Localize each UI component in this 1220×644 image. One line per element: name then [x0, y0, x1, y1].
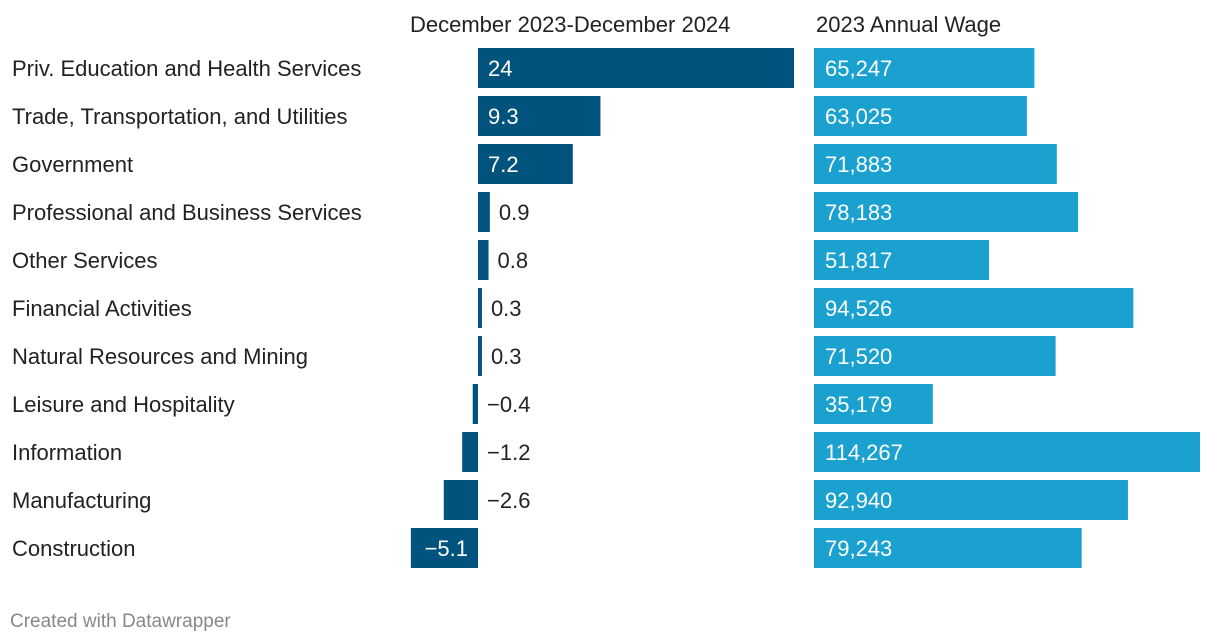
annual-wage-bar: [814, 240, 990, 280]
annual-wage-value: 78,183: [825, 200, 892, 225]
chart-row: Construction −5.1 79,243: [12, 528, 1082, 568]
annual-wage-value: 35,179: [825, 392, 892, 417]
employment-change-bar: [478, 96, 601, 136]
annual-wage-value: 94,526: [825, 296, 892, 321]
chart-rows: Priv. Education and Health Services 24 65,…: [12, 48, 1200, 568]
chart-row: Leisure and Hospitality −0.4 35,179: [12, 384, 933, 424]
annual-wage-bar: [814, 528, 1082, 568]
chart-row: Government 7.2 71,883: [12, 144, 1057, 184]
employment-change-bar: [462, 432, 478, 472]
employment-change-value: −5.1: [425, 536, 468, 561]
employment-change-value: 0.9: [499, 200, 530, 225]
annual-wage-bar: [814, 192, 1079, 232]
column-title-employment-change: December 2023-December 2024: [410, 12, 730, 37]
annual-wage-value: 65,247: [825, 56, 892, 81]
employment-change-bar: [410, 528, 478, 568]
employment-change-value: 0.3: [491, 344, 522, 369]
annual-wage-value: 71,520: [825, 344, 892, 369]
annual-wage-bar: [814, 48, 1035, 88]
annual-wage-value: 92,940: [825, 488, 892, 513]
annual-wage-value: 79,243: [825, 536, 892, 561]
employment-change-bar: [478, 192, 490, 232]
chart-row: Financial Activities 0.3 94,526: [12, 288, 1134, 328]
employment-change-bar: [472, 384, 478, 424]
annual-wage-value: 71,883: [825, 152, 892, 177]
employment-change-value: 0.3: [491, 296, 522, 321]
employment-change-value: 24: [488, 56, 512, 81]
employment-change-value: −2.6: [487, 488, 530, 513]
annual-wage-value: 51,817: [825, 248, 892, 273]
employment-change-value: 0.8: [498, 248, 529, 273]
annual-wage-bar: [814, 480, 1128, 520]
chart-row: Priv. Education and Health Services 24 65,…: [12, 48, 1035, 88]
annual-wage-bar: [814, 384, 933, 424]
annual-wage-bar: [814, 96, 1027, 136]
category-label: Trade, Transportation, and Utilities: [12, 104, 347, 129]
chart-row: Natural Resources and Mining 0.3 71,520: [12, 336, 1056, 376]
employment-change-value: −0.4: [487, 392, 530, 417]
category-label: Leisure and Hospitality: [12, 392, 235, 417]
annual-wage-value: 63,025: [825, 104, 892, 129]
employment-change-value: 7.2: [488, 152, 519, 177]
category-label: Professional and Business Services: [12, 200, 362, 225]
annual-wage-bar: [814, 144, 1057, 184]
employment-change-bar: [478, 240, 489, 280]
category-label: Priv. Education and Health Services: [12, 56, 361, 81]
category-label: Government: [12, 152, 133, 177]
category-label: Natural Resources and Mining: [12, 344, 308, 369]
employment-change-bar: [478, 288, 482, 328]
employment-change-value: 9.3: [488, 104, 519, 129]
employment-change-bar: [443, 480, 478, 520]
annual-wage-bar: [814, 336, 1056, 376]
annual-wage-bar: [814, 288, 1134, 328]
column-title-annual-wage: 2023 Annual Wage: [816, 12, 1001, 37]
employment-change-bar: [478, 48, 794, 88]
category-label: Information: [12, 440, 122, 465]
chart-row: Trade, Transportation, and Utilities 9.3 6…: [12, 96, 1027, 136]
chart-row: Manufacturing −2.6 92,940: [12, 480, 1128, 520]
category-label: Construction: [12, 536, 136, 561]
chart-row: Professional and Business Services 0.9 78,…: [12, 192, 1079, 232]
chart-row: Other Services 0.8 51,817: [12, 240, 990, 280]
footer-credit: Created with Datawrapper: [10, 611, 231, 632]
employment-change-value: −1.2: [487, 440, 530, 465]
category-label: Other Services: [12, 248, 158, 273]
chart-row: Information −1.2 114,267: [12, 432, 1200, 472]
employment-change-bar: [478, 336, 482, 376]
category-label: Financial Activities: [12, 296, 192, 321]
category-label: Manufacturing: [12, 488, 151, 513]
annual-wage-bar: [814, 432, 1200, 472]
employment-change-bar: [478, 144, 573, 184]
annual-wage-value: 114,267: [825, 440, 903, 465]
